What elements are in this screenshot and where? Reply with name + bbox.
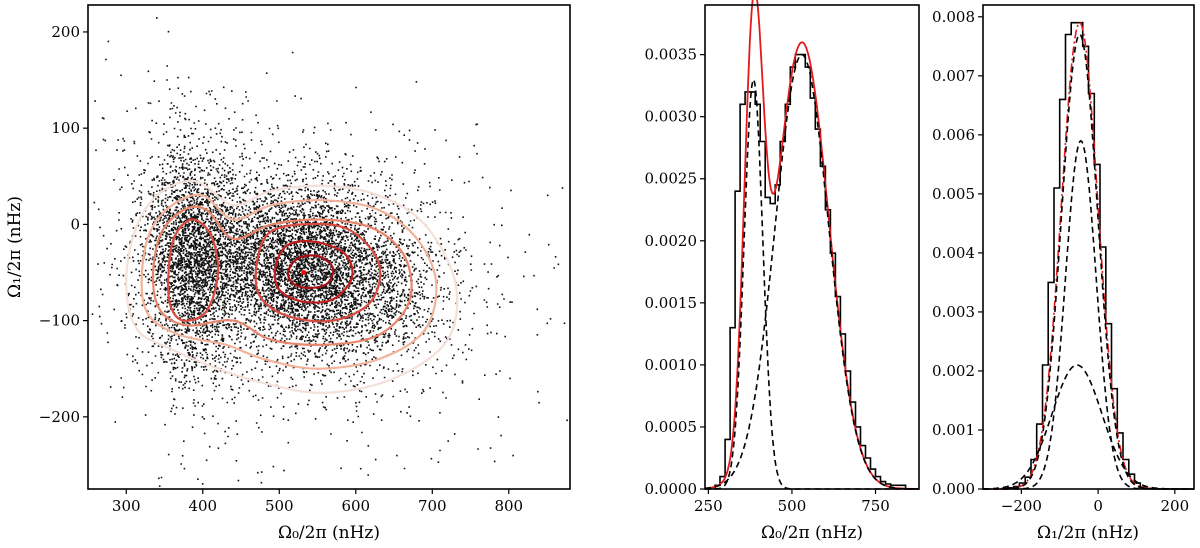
scatter-y-label: Ω₁/2π (nHz) (5, 196, 25, 298)
x-tick-label: 400 (188, 497, 217, 515)
y-tick-label: 0.006 (932, 126, 975, 144)
y-tick-label: 0.0010 (645, 356, 698, 374)
y-tick-label: 0.0015 (645, 294, 698, 312)
omega0-x-ticks: 250 500 750 (694, 489, 890, 515)
fit-curve-total-fit (704, 0, 919, 490)
y-tick-label: 0.007 (932, 67, 975, 85)
omega0-frame (704, 4, 920, 490)
x-tick-label: 300 (112, 497, 141, 515)
y-tick-label: 0.000 (932, 480, 975, 498)
x-tick-label: 600 (341, 497, 370, 515)
y-tick-label: 0.002 (932, 362, 975, 380)
x-tick-label: 750 (861, 497, 890, 515)
x-tick-label: −200 (1001, 497, 1042, 515)
omega1-frame (982, 4, 1195, 490)
fit-curve-component-1 (705, 77, 919, 490)
scatter-x-label: Ω₀/2π (nHz) (278, 523, 380, 543)
y-tick-label: 0.001 (932, 421, 975, 439)
contour-line (125, 179, 459, 394)
omega1-x-label: Ω₁/2π (nHz) (1037, 523, 1139, 543)
y-tick-label: 0.0030 (645, 108, 698, 126)
peak-marker-group (301, 269, 307, 275)
fit-curve-component-1 (983, 139, 1194, 490)
omega1-x-ticks: −200 0 200 (1001, 489, 1189, 515)
y-tick-label: 0.0000 (645, 480, 698, 498)
y-tick-label: −200 (39, 408, 80, 426)
histogram-steps (714, 53, 911, 490)
scatter-x-ticks: 300 400 500 600 700 800 (112, 489, 523, 515)
x-tick-label: 500 (778, 497, 807, 515)
fit-curve-component-2 (704, 53, 919, 490)
omega1-plot-area (983, 21, 1194, 490)
omega1-y-ticks: 0.000 0.001 0.002 0.003 0.004 0.005 0.006 0.007… (932, 8, 983, 498)
contour-line (254, 222, 382, 323)
x-tick-label: 0 (1093, 497, 1103, 515)
y-tick-label: 0.004 (932, 244, 975, 262)
contour-line (286, 254, 335, 290)
scatter-points (91, 17, 568, 487)
omega0-y-ticks: 0.0000 0.0005 0.0010 0.0015 0.0020 0.0025 0.00… (645, 46, 705, 498)
fit-curve-combined-dashed (983, 33, 1194, 490)
scatter-y-ticks: −200 −100 0 100 200 (39, 23, 88, 426)
y-tick-label: 100 (51, 119, 80, 137)
x-tick-label: 200 (1160, 497, 1189, 515)
contour-line (166, 218, 220, 322)
y-tick-label: 0.0005 (645, 418, 698, 436)
contour-lines (125, 179, 459, 394)
y-tick-label: 0.005 (932, 185, 975, 203)
omega0-panel: 250 500 750 0.0000 0.0005 0.0010 0.0015 0.0020… (645, 0, 920, 543)
x-tick-label: 250 (694, 497, 723, 515)
y-tick-label: 0.0020 (645, 232, 698, 250)
x-tick-label: 800 (494, 497, 523, 515)
x-tick-label: 500 (265, 497, 294, 515)
contour-line (151, 205, 413, 346)
y-tick-label: 0.0025 (645, 170, 698, 188)
y-tick-label: 0 (70, 215, 80, 233)
omega0-plot-area (704, 0, 919, 490)
omega1-panel: −200 0 200 0.0000.0010.0020.0030.0040.0050… (932, 4, 1195, 543)
omega0-x-label: Ω₀/2π (nHz) (761, 523, 863, 543)
y-tick-label: 0.008 (932, 8, 975, 26)
y-tick-label: 0.003 (932, 303, 975, 321)
contour-line (273, 240, 354, 304)
y-tick-label: −100 (39, 312, 80, 330)
scatter-panel: 300 400 500 600 700 800 −200 −100 0 100 200 Ω₀/2π… (5, 4, 571, 543)
scatter-point-cloud (91, 17, 568, 487)
contour-line (140, 193, 438, 370)
peak-marker (301, 269, 307, 275)
y-tick-label: 200 (51, 23, 80, 41)
fit-curve-component-2 (983, 364, 1194, 490)
y-tick-label: 0.0035 (645, 46, 698, 64)
histogram-steps (1001, 21, 1153, 490)
scatter-frame (87, 4, 571, 490)
x-tick-label: 700 (418, 497, 447, 515)
